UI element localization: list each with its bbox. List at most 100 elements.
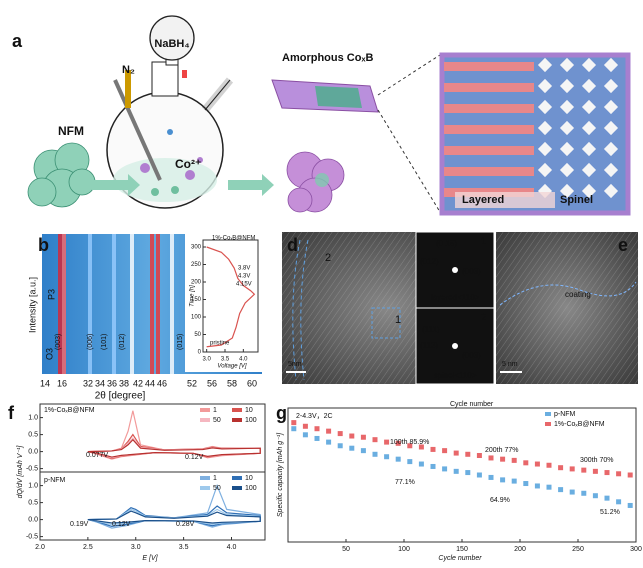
phase-label: O3 (44, 348, 54, 360)
point (523, 481, 529, 487)
annotation: 64.9% (490, 497, 510, 504)
y-tick-label: 0.0 (28, 516, 38, 523)
spinel-cell (581, 99, 597, 115)
layer-stripe (444, 104, 534, 113)
point (442, 466, 448, 472)
x-tick-label: 58 (227, 378, 237, 388)
layer-stripe (444, 62, 534, 71)
spinel-cell (581, 120, 597, 136)
y-tick-label: 0.0 (28, 448, 38, 455)
boundary (292, 239, 309, 381)
spinel-cell (537, 57, 553, 73)
legend-swatch (200, 408, 210, 412)
point (546, 462, 552, 468)
axis-label: Voltage [V] (217, 364, 246, 370)
legend-label: 100 (245, 417, 257, 424)
axis-label: dQ/dV [mAh V⁻¹] (17, 445, 24, 499)
x-tick-label: 46 (157, 378, 167, 388)
spinel-cell (559, 99, 575, 115)
point (581, 467, 587, 473)
x-tick-label: 16 (57, 378, 67, 388)
band (150, 234, 154, 374)
point (326, 439, 332, 445)
series-line (206, 246, 256, 348)
panel-label: g (276, 403, 287, 423)
gas: N₂ (122, 64, 135, 76)
series-line (87, 438, 261, 458)
chart-title: 1%-CoₓB@NFM (44, 407, 95, 414)
point (592, 468, 598, 474)
spinel-cell (603, 78, 619, 94)
point (372, 437, 378, 443)
legend-swatch (545, 422, 551, 426)
point (418, 461, 424, 467)
spinel-cell (537, 162, 553, 178)
band (130, 234, 134, 374)
plot-frame (39, 471, 266, 541)
spinel-cell (559, 78, 575, 94)
ion: Co²⁺ (175, 157, 201, 171)
spinel-cell (537, 99, 553, 115)
x-tick-label: 150 (456, 546, 468, 553)
y-tick-label: 0.5 (28, 499, 38, 506)
series-line (87, 505, 261, 528)
point (372, 451, 378, 457)
y-tick-label: 100 (191, 315, 202, 321)
x-tick-label: 52 (187, 378, 197, 388)
x-tick-label: 3.5 (179, 544, 189, 551)
spinel-cell (603, 183, 619, 199)
y-tick-label: -0.5 (26, 533, 38, 540)
coating-label: Amorphous CoₓB (282, 52, 373, 64)
axis-label: Specific capacity [mAh g⁻¹] (277, 432, 284, 517)
point (291, 426, 297, 432)
annotation: 0.077V (86, 452, 109, 459)
peak-label: (012) (119, 334, 126, 350)
point (534, 483, 540, 489)
point (592, 493, 598, 499)
axis-label: 2θ [degree] (95, 391, 146, 402)
legend-swatch (200, 486, 210, 490)
point (465, 470, 471, 476)
spinel-cell (581, 57, 597, 73)
point (511, 457, 517, 463)
legend-swatch (232, 476, 242, 480)
annotation: 51.2% (600, 509, 620, 516)
spinel-cell (603, 120, 619, 136)
chart-title: p-NFM (44, 477, 66, 484)
annotation: 300th 70% (580, 457, 613, 464)
image-label: (111) (422, 325, 440, 334)
panel-label: a (12, 31, 23, 51)
annotation: 0.12V (185, 454, 204, 461)
spinel-cell (559, 57, 575, 73)
spinel-cell (581, 162, 597, 178)
legend-label: 1%-CoₓB@NFM (554, 421, 605, 428)
legend-swatch (545, 412, 551, 416)
point (616, 471, 622, 477)
y-tick-label: 150 (191, 297, 202, 303)
annotation: 0.12V (112, 521, 131, 528)
spinel-cell (559, 162, 575, 178)
spinel-cell (537, 78, 553, 94)
point (349, 433, 355, 439)
legend-label: 50 (213, 485, 221, 492)
image-label: spinel<110> (434, 371, 477, 380)
image-label: 2 (480, 313, 486, 324)
peak-label: (006) (87, 334, 94, 350)
point (395, 440, 401, 446)
spinel-cell (581, 78, 597, 94)
precursor: NFM (58, 124, 84, 138)
x-tick-label: 50 (342, 546, 350, 553)
panel-label: f (8, 403, 15, 423)
point (430, 463, 436, 469)
point (558, 487, 564, 493)
legend-swatch (200, 418, 210, 422)
reagent: NaBH₄ (154, 38, 189, 50)
image-label: (012) (420, 257, 439, 266)
peak-label: (015) (177, 334, 184, 350)
annotation: 0.19V (70, 521, 89, 528)
y-tick-label: -0.5 (26, 465, 38, 472)
image-label: (0 15) (436, 239, 457, 248)
point (465, 451, 471, 457)
point (500, 477, 506, 483)
